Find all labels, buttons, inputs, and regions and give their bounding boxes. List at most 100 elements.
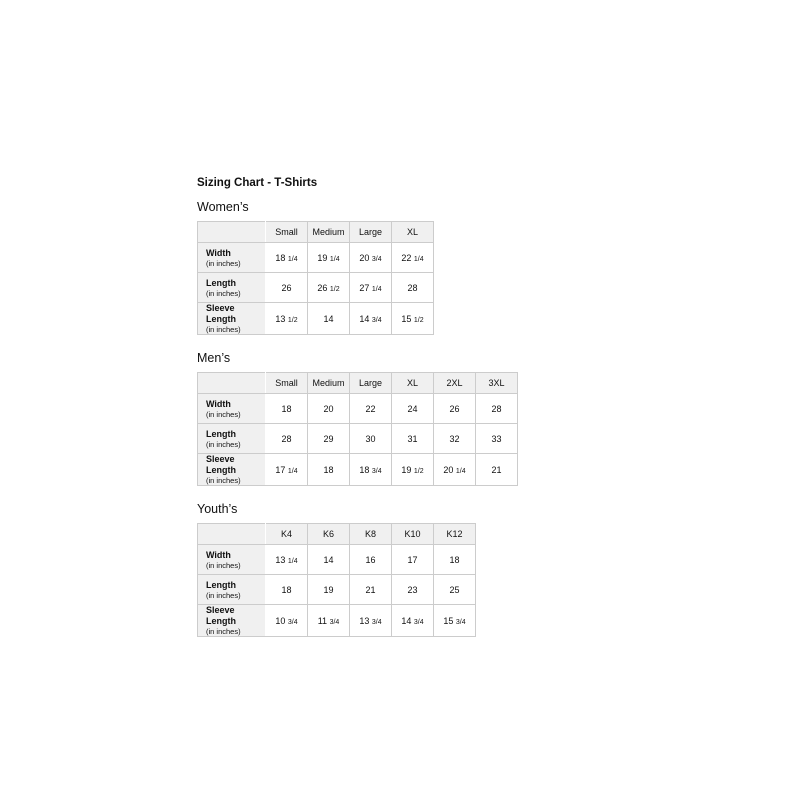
row-label: Length (206, 579, 236, 590)
row-label: Length (206, 277, 236, 288)
size-value-cell: 18 1/4 (265, 242, 308, 273)
table-row: Width (in inches) 18 20 22 24 26 28 (197, 393, 518, 424)
row-label: Width (206, 549, 231, 560)
row-header: Length (in inches) (197, 574, 266, 605)
section-label: Men’s (197, 351, 231, 365)
size-value-cell: 32 (433, 423, 476, 454)
row-unit-note: (in inches) (206, 409, 241, 419)
size-value-cell: 20 (307, 393, 350, 424)
size-value-cell: 26 (265, 272, 308, 303)
size-value-cell: 28 (475, 393, 518, 424)
fraction: 3/4 (371, 255, 382, 263)
size-value-cell: 24 (391, 393, 434, 424)
row-header: Sleeve Length (in inches) (197, 302, 266, 335)
size-value-cell: 19 1/4 (307, 242, 350, 273)
fraction: 1/4 (371, 285, 382, 293)
row-header: Width (in inches) (197, 544, 266, 575)
column-header: K12 (433, 523, 476, 545)
fraction: 1/4 (287, 557, 298, 565)
size-value-cell: 21 (349, 574, 392, 605)
row-label: Sleeve Length (206, 454, 236, 475)
row-unit-note: (in inches) (206, 288, 241, 298)
row-unit-note: (in inches) (206, 258, 241, 268)
column-header: Medium (307, 372, 350, 394)
fraction: 1/4 (287, 255, 298, 263)
column-header: Large (349, 221, 392, 243)
fraction: 1/4 (329, 255, 340, 263)
size-value-cell: 20 3/4 (349, 242, 392, 273)
size-value-cell: 15 1/2 (391, 302, 434, 335)
row-header: Sleeve Length (in inches) (197, 604, 266, 637)
corner-cell (197, 372, 266, 394)
row-unit-note: (in inches) (206, 476, 241, 485)
size-value-cell: 18 (433, 544, 476, 575)
fraction: 1/2 (287, 316, 298, 324)
size-value-cell: 28 (391, 272, 434, 303)
size-value-cell: 18 (265, 574, 308, 605)
size-value-cell: 22 (349, 393, 392, 424)
fraction: 3/4 (413, 618, 424, 626)
row-unit-note: (in inches) (206, 325, 241, 334)
size-value-cell: 26 (433, 393, 476, 424)
size-value-cell: 25 (433, 574, 476, 605)
section-label: Women’s (197, 200, 249, 214)
table-row: Sleeve Length (in inches) 17 1/4 18 18 3/4 19… (197, 453, 518, 486)
size-value-cell: 27 1/4 (349, 272, 392, 303)
corner-cell (197, 221, 266, 243)
row-header: Width (in inches) (197, 242, 266, 273)
sizing-chart-document: Sizing Chart - T-Shirts Women’s Small Medi… (197, 177, 537, 637)
table-row: Width (in inches) 18 1/4 19 1/4 20 3/4 22 1/4 (197, 242, 434, 273)
row-header: Sleeve Length (in inches) (197, 453, 266, 486)
header-row: K4 K6 K8 K10 K12 (197, 523, 476, 545)
row-header: Width (in inches) (197, 393, 266, 424)
size-value-cell: 14 (307, 302, 350, 335)
column-header: XL (391, 221, 434, 243)
row-unit-note: (in inches) (206, 627, 241, 636)
fraction: 1/2 (329, 285, 340, 293)
section-label: Youth’s (197, 502, 238, 516)
fraction: 3/4 (455, 618, 466, 626)
fraction: 3/4 (329, 618, 340, 626)
row-unit-note: (in inches) (206, 590, 241, 600)
column-header: XL (391, 372, 434, 394)
fraction: 1/2 (413, 467, 424, 475)
table-row: Length (in inches) 26 26 1/2 27 1/4 28 (197, 272, 434, 303)
row-header: Length (in inches) (197, 272, 266, 303)
fraction: 3/4 (287, 618, 298, 626)
size-value-cell: 10 3/4 (265, 604, 308, 637)
size-value-cell: 17 1/4 (265, 453, 308, 486)
size-value-cell: 11 3/4 (307, 604, 350, 637)
size-value-cell: 13 3/4 (349, 604, 392, 637)
column-header: Small (265, 372, 308, 394)
column-header: Large (349, 372, 392, 394)
size-value-cell: 18 (307, 453, 350, 486)
table-row: Length (in inches) 18 19 21 23 25 (197, 574, 476, 605)
column-header: K6 (307, 523, 350, 545)
size-value-cell: 30 (349, 423, 392, 454)
column-header: 3XL (475, 372, 518, 394)
size-value-cell: 18 (265, 393, 308, 424)
row-label: Sleeve Length (206, 605, 236, 626)
size-value-cell: 31 (391, 423, 434, 454)
fraction: 1/4 (287, 467, 298, 475)
column-header: Small (265, 221, 308, 243)
header-row: Small Medium Large XL (197, 221, 434, 243)
fraction: 3/4 (371, 467, 382, 475)
size-value-cell: 15 3/4 (433, 604, 476, 637)
table-row: Sleeve Length (in inches) 10 3/4 11 3/4 13 3… (197, 604, 476, 637)
corner-cell (197, 523, 266, 545)
row-unit-note: (in inches) (206, 439, 241, 449)
sections: Women’s Small Medium Large XL Width (in inches… (197, 201, 537, 637)
size-value-cell: 16 (349, 544, 392, 575)
size-value-cell: 20 1/4 (433, 453, 476, 486)
size-value-cell: 33 (475, 423, 518, 454)
size-value-cell: 17 (391, 544, 434, 575)
size-value-cell: 18 3/4 (349, 453, 392, 486)
size-value-cell: 21 (475, 453, 518, 486)
size-value-cell: 29 (307, 423, 350, 454)
size-value-cell: 23 (391, 574, 434, 605)
size-value-cell: 13 1/2 (265, 302, 308, 335)
page-title: Sizing Chart - T-Shirts (197, 177, 318, 189)
column-header: K10 (391, 523, 434, 545)
table-row: Sleeve Length (in inches) 13 1/2 14 14 3/4 15… (197, 302, 434, 335)
